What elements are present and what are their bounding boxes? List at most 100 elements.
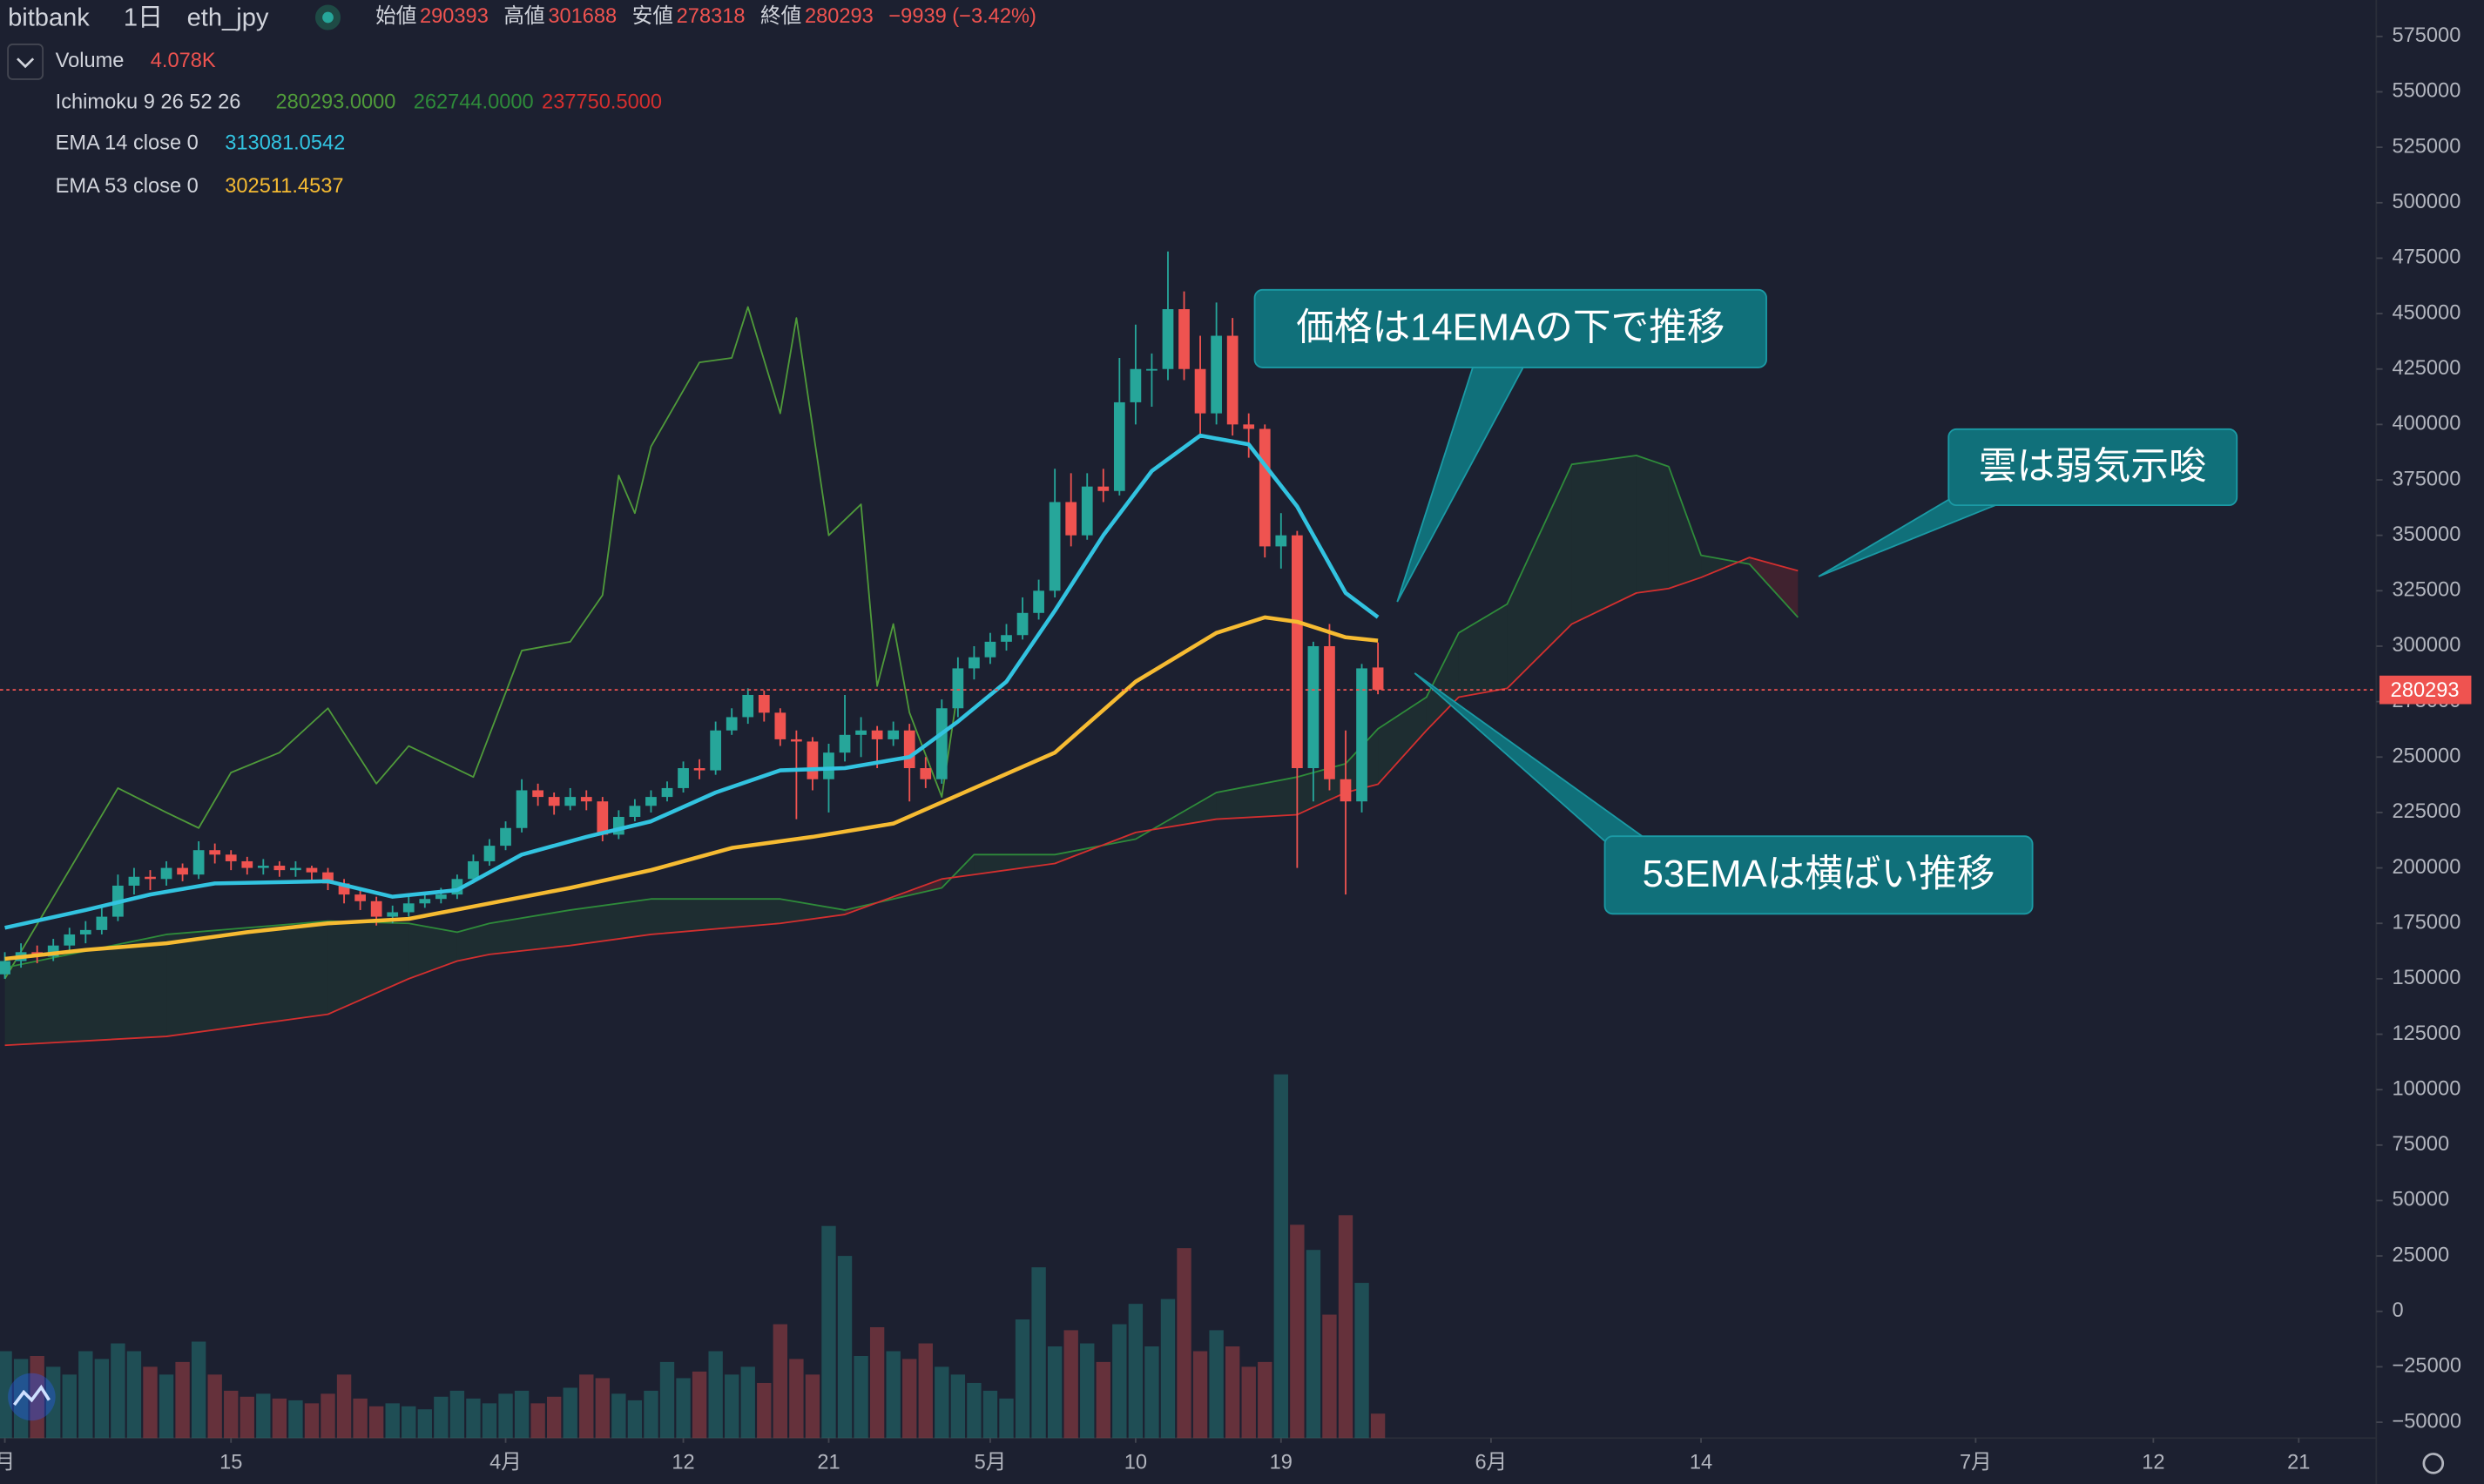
y-tick-label: −50000 bbox=[2393, 1410, 2462, 1433]
candle-body bbox=[79, 929, 91, 934]
current-price-label: 280293 bbox=[2391, 679, 2460, 702]
candle-body bbox=[564, 797, 577, 806]
change: −9939 (−3.42%) bbox=[888, 5, 1036, 28]
logo[interactable] bbox=[8, 1373, 56, 1421]
cloud-fill bbox=[456, 923, 489, 961]
candle-body bbox=[435, 894, 447, 900]
collapse-icon bbox=[17, 57, 35, 69]
current-price-tag bbox=[2379, 675, 2472, 705]
candle-body bbox=[1356, 668, 1367, 802]
candle-body bbox=[354, 894, 366, 901]
volume-bar bbox=[563, 1387, 577, 1439]
candle-body bbox=[1372, 667, 1384, 691]
volume-bar bbox=[611, 1393, 626, 1439]
legend-name: Ichimoku 9 26 52 26 bbox=[56, 91, 241, 113]
candle-body bbox=[177, 867, 188, 875]
volume-bar bbox=[676, 1378, 691, 1439]
y-tick-label: 50000 bbox=[2393, 1189, 2450, 1211]
volume-bar bbox=[789, 1359, 804, 1439]
header-interval: 1日 bbox=[124, 4, 163, 32]
ohlc-label: 高値 bbox=[503, 4, 544, 28]
legend-value: 302511.4537 bbox=[225, 175, 343, 198]
cloud-fill bbox=[489, 909, 570, 954]
candle-body bbox=[290, 867, 301, 871]
volume-bar bbox=[256, 1393, 271, 1439]
y-tick-label: 100000 bbox=[2393, 1077, 2461, 1100]
volume-bar bbox=[272, 1398, 287, 1439]
candle-body bbox=[1081, 486, 1093, 536]
cloud-fill bbox=[1636, 455, 1669, 593]
x-tick-label: 15 bbox=[219, 1452, 242, 1474]
settings-button[interactable] bbox=[2422, 1453, 2445, 1474]
y-tick-label: 575000 bbox=[2393, 24, 2461, 47]
collapse-button[interactable] bbox=[7, 44, 44, 80]
volume-bar bbox=[740, 1366, 755, 1439]
x-tick-label: 12 bbox=[672, 1452, 694, 1474]
candle-body bbox=[597, 801, 609, 835]
volume-bar bbox=[353, 1398, 368, 1439]
candle-body bbox=[64, 934, 76, 946]
candle-body bbox=[1097, 486, 1110, 491]
volume-bar bbox=[0, 1351, 12, 1439]
volume-bar bbox=[321, 1393, 335, 1439]
volume-bar bbox=[46, 1366, 61, 1439]
candle-body bbox=[468, 860, 479, 880]
volume-bar bbox=[1112, 1324, 1127, 1439]
x-tick-label: 19 bbox=[1270, 1452, 1293, 1474]
volume-bar bbox=[595, 1378, 611, 1439]
candle-body bbox=[387, 912, 399, 917]
ohlc-label: 終値 bbox=[760, 4, 801, 28]
volume-bar bbox=[1128, 1304, 1144, 1439]
y-tick-label: 225000 bbox=[2393, 800, 2461, 823]
y-tick-label: 475000 bbox=[2393, 246, 2461, 269]
span-a bbox=[4, 455, 1799, 969]
legend-name: EMA 14 close 0 bbox=[56, 132, 199, 155]
candle-body bbox=[1243, 424, 1255, 429]
candle-body bbox=[726, 717, 738, 731]
candle-body bbox=[807, 741, 819, 779]
candle-body bbox=[871, 730, 883, 739]
volume-bar bbox=[530, 1403, 545, 1439]
candle-body bbox=[1113, 401, 1125, 491]
candle-body bbox=[1146, 368, 1158, 371]
y-tick-label: 375000 bbox=[2393, 468, 2461, 490]
volume-bar bbox=[1080, 1343, 1095, 1439]
volume-bar bbox=[1370, 1413, 1386, 1439]
candle-body bbox=[710, 730, 722, 771]
candle-body bbox=[419, 899, 431, 904]
legend-name: Volume bbox=[56, 50, 125, 72]
cloud-fill bbox=[780, 899, 846, 924]
volume-bar bbox=[304, 1403, 320, 1439]
volume-bar bbox=[207, 1374, 222, 1439]
status-dot-inner bbox=[322, 11, 334, 24]
cloud-fill bbox=[4, 934, 167, 1046]
volume-bar bbox=[1096, 1361, 1110, 1439]
candle-body bbox=[1307, 645, 1320, 769]
y-tick-label: 75000 bbox=[2393, 1133, 2450, 1156]
candle-body bbox=[128, 876, 140, 886]
volume-bar bbox=[30, 1356, 44, 1439]
candle-body bbox=[823, 752, 834, 779]
x-tick-label: 14 bbox=[1690, 1452, 1712, 1474]
volume-bar bbox=[78, 1351, 93, 1439]
volume-bar bbox=[159, 1374, 174, 1439]
candle-body bbox=[984, 641, 996, 658]
volume-bar bbox=[1063, 1330, 1078, 1439]
candle-body bbox=[758, 694, 770, 713]
legend-value: 280293.0000 bbox=[275, 91, 395, 113]
candle-body bbox=[1049, 502, 1061, 591]
volume-bar bbox=[368, 1406, 384, 1439]
volume-bar bbox=[935, 1366, 949, 1439]
candle-body bbox=[1211, 335, 1222, 414]
y-tick-label: 525000 bbox=[2393, 135, 2461, 158]
cloud-fill bbox=[1749, 557, 1799, 617]
ema-line bbox=[4, 433, 1380, 930]
candle-body bbox=[742, 694, 754, 718]
y-tick-label: 400000 bbox=[2393, 413, 2461, 435]
volume-bar bbox=[1047, 1346, 1063, 1439]
volume-bar bbox=[240, 1396, 254, 1439]
y-tick-label: 450000 bbox=[2393, 301, 2461, 324]
y-tick-label: 175000 bbox=[2393, 911, 2461, 934]
volume-bar bbox=[854, 1356, 868, 1439]
